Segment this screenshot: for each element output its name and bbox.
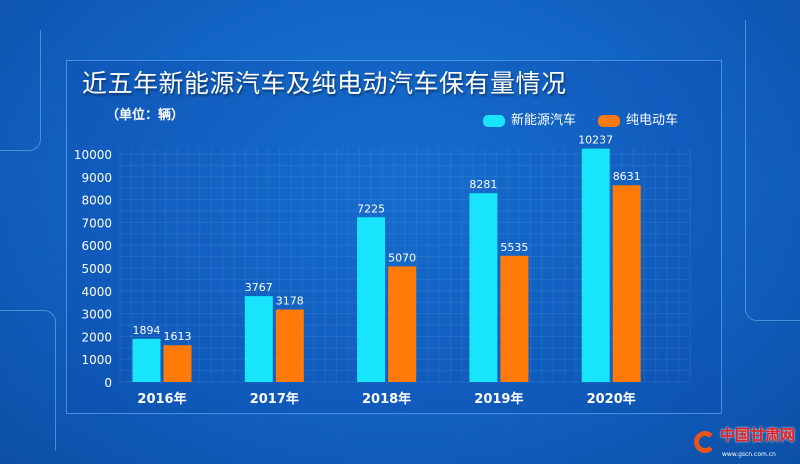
data-label: 7225 [357,202,385,215]
x-tick-label: 2018年 [362,391,411,407]
y-tick-label: 6000 [81,239,112,253]
y-tick-label: 8000 [81,194,112,208]
x-tick-label: 2016年 [137,391,186,407]
data-label: 5070 [388,251,416,264]
bar-new-energy [244,296,273,382]
legend-swatch [483,114,505,127]
data-label: 3767 [245,281,273,294]
y-tick-label: 7000 [81,216,112,230]
bar-pure-electric [388,266,417,382]
x-tick-label: 2020年 [587,391,636,407]
legend-label: 新能源汽车 [511,113,577,128]
legend-item-pure-electric: 纯电动车 [598,113,678,128]
bar-new-energy [581,148,610,382]
legend-swatch [598,114,620,127]
data-label: 3178 [276,295,304,308]
bar-new-energy [132,338,161,382]
y-tick-label: 4000 [81,285,112,299]
y-tick-label: 2000 [81,330,112,344]
logo: 中国甘肃网 www.gscn.com.cn [690,426,800,464]
data-label: 1894 [133,324,161,337]
data-label: 1613 [164,330,192,343]
logo-url: www.gscn.com.cn [722,451,776,458]
x-tick-label: 2017年 [250,391,299,407]
bar-pure-electric [275,309,304,382]
bar-pure-electric [500,255,529,382]
y-tick-label: 1000 [81,353,112,367]
y-tick-label: 0 [104,376,112,390]
x-tick-label: 2019年 [474,391,523,407]
unit-label: （单位：辆） [106,108,185,123]
y-tick-label: 3000 [81,308,112,322]
data-label: 8631 [613,170,641,183]
data-label: 5535 [500,241,528,254]
legend-item-new-energy: 新能源汽车 [483,113,576,128]
legend-label: 纯电动车 [626,113,679,128]
y-tick-label: 9000 [81,171,112,185]
logo-text: 中国甘肃网 [720,426,796,444]
bar-pure-electric [612,185,641,382]
bar-pure-electric [163,345,192,382]
data-label: 8281 [469,178,497,191]
y-tick-label: 5000 [81,262,112,276]
decor-frame-line [0,30,41,151]
decor-frame-line [745,20,800,321]
chart-title: 近五年新能源汽车及纯电动汽车保有量情况 [82,69,567,98]
data-label: 10237 [578,134,613,147]
logo-mark [694,431,716,453]
decor-frame-line [0,310,56,451]
bar-new-energy [469,193,498,382]
y-tick-label: 10000 [74,148,112,162]
bar-new-energy [357,217,386,382]
